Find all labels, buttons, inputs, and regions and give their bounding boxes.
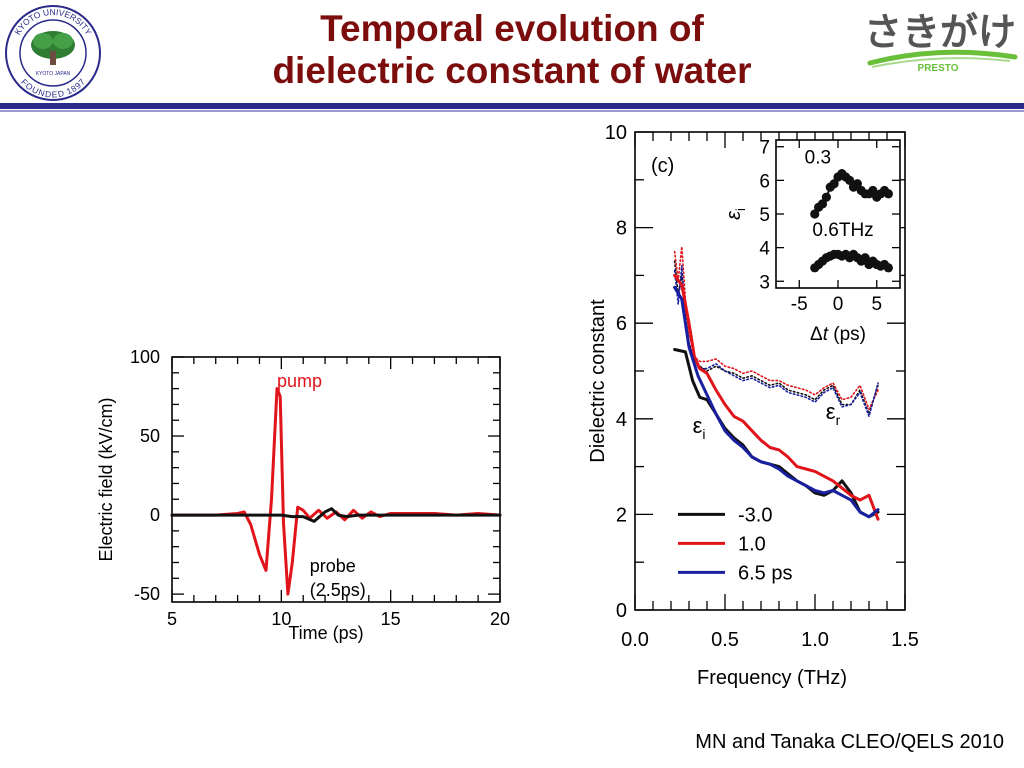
inset-y-axis-label: εi xyxy=(723,208,748,220)
field-y-tick-label: 0 xyxy=(150,505,160,525)
eps-y-tick-label: 4 xyxy=(616,409,627,431)
eps-i-series-1.0 xyxy=(673,273,880,521)
inset-series-label-0p3: 0.3 xyxy=(805,148,831,169)
eps-x-tick-label: 1.5 xyxy=(891,629,919,651)
inset-data-point xyxy=(829,179,839,189)
inset-data-point xyxy=(817,199,828,209)
inset-data-point xyxy=(883,263,893,273)
eps-r-annotation: εr xyxy=(826,399,841,428)
inset-data-point xyxy=(883,189,893,199)
slide-title: Temporal evolution of dielectric constan… xyxy=(150,8,874,92)
inset-y-tick-label: 5 xyxy=(759,205,770,226)
field-series-probe xyxy=(170,507,502,523)
inset-y-tick-label: 4 xyxy=(759,239,770,260)
dielectric-constant-chart: 0.0 0.5 1.0 1.5 10 8 6 4 2 0 (c) Dielectric const… xyxy=(587,122,919,689)
field-y-axis-label: Electric field (kV/cm) xyxy=(96,397,116,561)
legend-label-6p5: 6.5 ps xyxy=(738,562,792,584)
field-y-tick-label: 100 xyxy=(130,347,160,367)
legend-label-1: 1.0 xyxy=(738,533,766,555)
probe-delay-annotation: (2.5ps) xyxy=(310,580,366,600)
eps-y-tick-label: 6 xyxy=(616,313,627,335)
logo-wordmark: さきがけ xyxy=(864,12,1016,54)
inset-data-point xyxy=(821,192,831,202)
probe-annotation: probe xyxy=(310,556,356,576)
inset-data-point xyxy=(810,209,820,219)
field-x-tick-label: 5 xyxy=(167,609,177,629)
eps-x-tick-label: 0.0 xyxy=(621,629,649,651)
eps-x-axis-label: Frequency (THz) xyxy=(697,667,847,689)
panel-label: (c) xyxy=(651,155,674,177)
inset-y-tick-label: 3 xyxy=(759,272,770,293)
inset-y-tick-label: 6 xyxy=(759,171,770,192)
eps-legend: -3.0 1.0 6.5 ps xyxy=(678,504,792,584)
inset-y-tick-label: 7 xyxy=(759,138,770,159)
eps-r-series--3.0 xyxy=(673,260,879,415)
field-x-tick-label: 15 xyxy=(381,609,401,629)
pump-annotation: pump xyxy=(277,371,322,391)
inset-x-tick-label: 0 xyxy=(833,294,844,315)
seal-center-text: KYOTO JAPAN xyxy=(36,71,71,77)
inset-data-point xyxy=(852,179,862,189)
inset-series-label-0p6: 0.6THz xyxy=(812,220,873,241)
eps-y-tick-label: 0 xyxy=(616,600,627,622)
eps-i-series-6.5 ps xyxy=(673,285,880,519)
header-rule-light xyxy=(0,110,1024,112)
slide-title-line-2: dielectric constant of water xyxy=(272,50,752,91)
inset-x-tick-label: 5 xyxy=(871,294,882,315)
field-x-tick-label: 10 xyxy=(271,609,291,629)
inset-data-point xyxy=(845,175,855,185)
field-x-axis-label: Time (ps) xyxy=(288,623,363,643)
eps-i-annotation: εi xyxy=(693,413,706,442)
logo-presto-tag: PRESTO xyxy=(918,63,959,74)
inset-data-point xyxy=(860,253,870,263)
eps-y-tick-label: 8 xyxy=(616,218,627,240)
header-rule xyxy=(0,103,1024,109)
citation: MN and Tanaka CLEO/QELS 2010 xyxy=(695,731,1004,753)
eps-y-tick-label: 2 xyxy=(616,504,627,526)
inset-x-axis-label: Δt (ps) xyxy=(810,324,866,345)
field-series-pump xyxy=(170,387,502,596)
kyoto-university-seal-icon: KYOTO UNIVERSITY FOUNDED 1897 KYOTO JAPA… xyxy=(3,3,103,103)
eps-x-tick-label: 0.5 xyxy=(711,629,739,651)
field-y-tick-label: -50 xyxy=(134,584,160,604)
field-plot-frame xyxy=(171,356,501,603)
field-x-tick-label: 20 xyxy=(490,609,510,629)
sakigake-presto-logo-icon: さきがけ PRESTO xyxy=(860,5,1020,75)
inset-data-point xyxy=(868,185,878,196)
inset-x-tick-label: -5 xyxy=(791,294,808,315)
legend-label-minus3: -3.0 xyxy=(738,504,772,526)
eps-x-tick-label: 1.0 xyxy=(801,629,829,651)
field-y-tick-label: 50 xyxy=(140,426,160,446)
slide-title-line-1: Temporal evolution of xyxy=(320,8,704,49)
eps-y-axis-label: Dielectric constant xyxy=(587,299,609,463)
inset-chart: -5 0 5 7 6 5 4 3 εi Δt (ps) 0.3 0.6THz xyxy=(723,138,901,345)
eps-y-tick-label: 10 xyxy=(605,122,627,144)
